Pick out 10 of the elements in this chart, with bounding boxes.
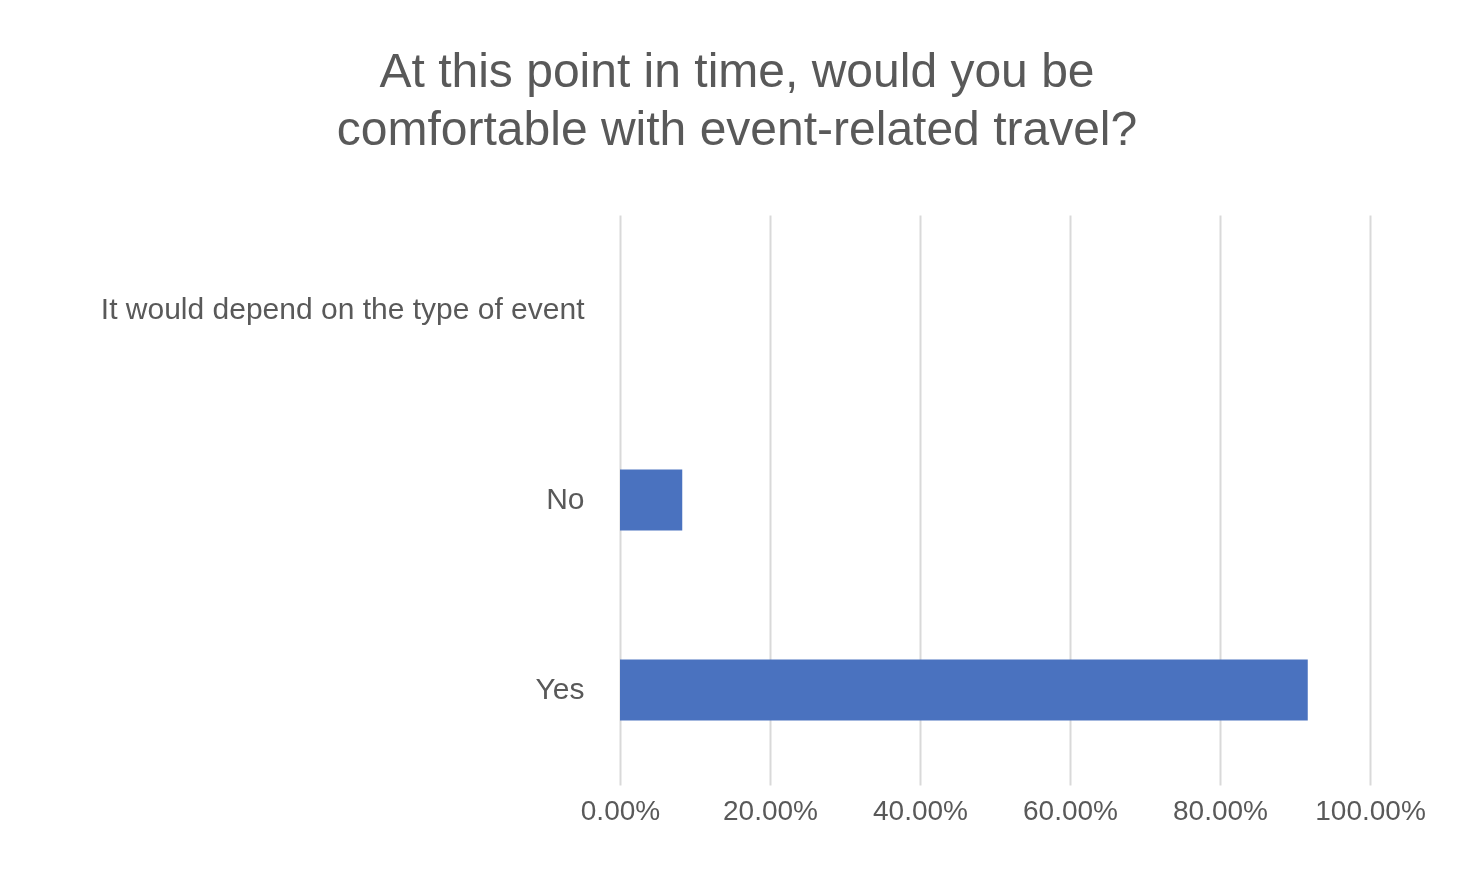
y-tick-label: It would depend on the type of event xyxy=(100,292,586,325)
y-tick-label: Yes xyxy=(535,672,585,705)
x-tick-label: 40.00% xyxy=(873,794,968,826)
x-tick-label: 0.00% xyxy=(580,794,661,826)
x-tick-label: 60.00% xyxy=(1023,794,1118,826)
x-tick-label: 20.00% xyxy=(723,794,818,826)
x-tick-label: 100.00% xyxy=(1315,794,1426,826)
chart-title: At this point in time, would you be comfortable with event-related travel? xyxy=(336,44,1138,155)
y-tick-label: No xyxy=(546,482,585,515)
x-tick-label: 80.00% xyxy=(1173,794,1268,826)
